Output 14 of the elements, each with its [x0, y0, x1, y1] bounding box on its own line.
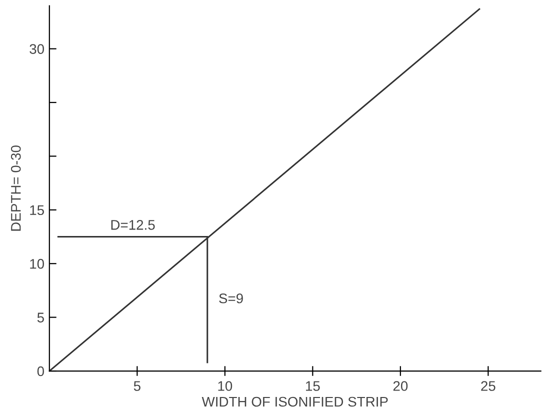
y-tick-label: 15 — [30, 205, 44, 216]
annotation: S=9 — [219, 293, 243, 304]
x-tick-label: 20 — [393, 381, 408, 391]
annotation: D=12.5 — [111, 220, 155, 230]
x-tick-label: 5 — [134, 381, 140, 391]
x-tick-label: 15 — [306, 381, 320, 391]
y-tick-label: 0 — [37, 366, 44, 376]
x-axis-title: WIDTH OF ISONIFIED STRIP — [202, 396, 388, 407]
y-tick-label: 30 — [30, 44, 44, 54]
x-tick-label: 25 — [481, 381, 496, 391]
x-tick-label: 10 — [218, 381, 232, 391]
y-axis-title: DEPTH= 0-30 — [10, 146, 21, 231]
y-tick-label: 10 — [30, 258, 44, 269]
y-tick-label: 5 — [37, 312, 44, 322]
